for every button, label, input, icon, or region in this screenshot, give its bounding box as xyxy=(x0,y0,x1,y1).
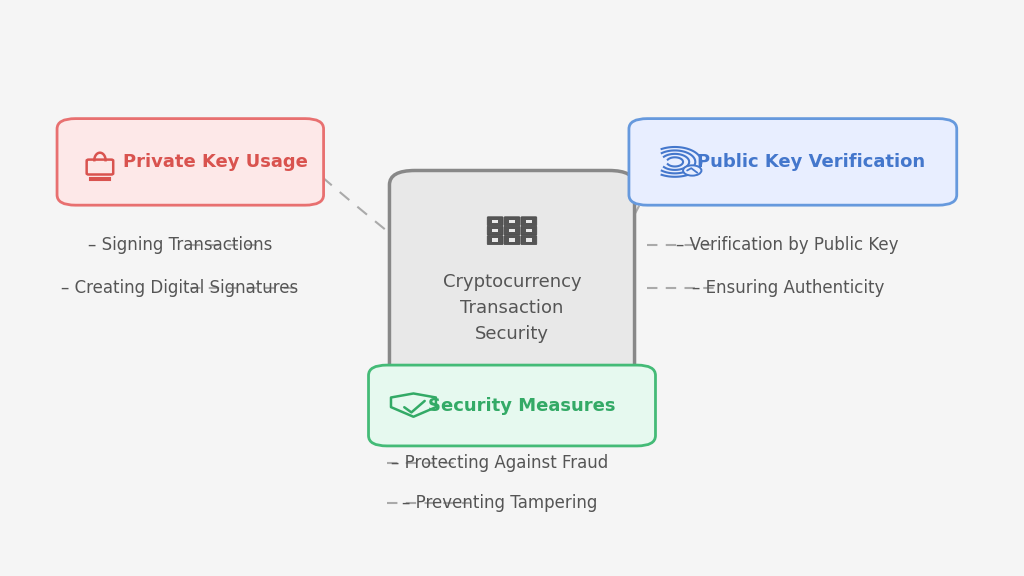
FancyBboxPatch shape xyxy=(487,217,503,226)
FancyBboxPatch shape xyxy=(493,238,499,242)
Text: Cryptocurrency
Transaction
Security: Cryptocurrency Transaction Security xyxy=(442,274,582,343)
FancyBboxPatch shape xyxy=(389,170,635,382)
FancyBboxPatch shape xyxy=(509,229,515,232)
FancyBboxPatch shape xyxy=(521,226,537,235)
FancyBboxPatch shape xyxy=(487,226,503,235)
Text: – Creating Digital Signatures: – Creating Digital Signatures xyxy=(61,279,299,297)
FancyBboxPatch shape xyxy=(509,219,515,223)
Text: – Signing Transactions: – Signing Transactions xyxy=(88,236,272,254)
Text: Private Key Usage: Private Key Usage xyxy=(123,153,308,171)
Text: – Ensuring Authenticity: – Ensuring Authenticity xyxy=(691,279,884,297)
FancyBboxPatch shape xyxy=(369,365,655,446)
Text: – Protecting Against Fraud: – Protecting Against Fraud xyxy=(391,454,608,472)
Text: Security Measures: Security Measures xyxy=(428,396,615,415)
FancyBboxPatch shape xyxy=(525,219,531,223)
FancyBboxPatch shape xyxy=(487,236,503,245)
FancyBboxPatch shape xyxy=(493,229,499,232)
Text: – Preventing Tampering: – Preventing Tampering xyxy=(402,494,597,512)
FancyBboxPatch shape xyxy=(504,226,520,235)
FancyBboxPatch shape xyxy=(521,217,537,226)
FancyBboxPatch shape xyxy=(629,119,956,205)
Text: – Verification by Public Key: – Verification by Public Key xyxy=(677,236,899,254)
FancyBboxPatch shape xyxy=(525,229,531,232)
Text: Public Key Verification: Public Key Verification xyxy=(696,153,925,171)
FancyBboxPatch shape xyxy=(504,236,520,245)
Circle shape xyxy=(683,165,701,176)
FancyBboxPatch shape xyxy=(504,217,520,226)
FancyBboxPatch shape xyxy=(509,238,515,242)
FancyBboxPatch shape xyxy=(57,119,324,205)
FancyBboxPatch shape xyxy=(525,238,531,242)
FancyBboxPatch shape xyxy=(521,236,537,245)
FancyBboxPatch shape xyxy=(493,219,499,223)
